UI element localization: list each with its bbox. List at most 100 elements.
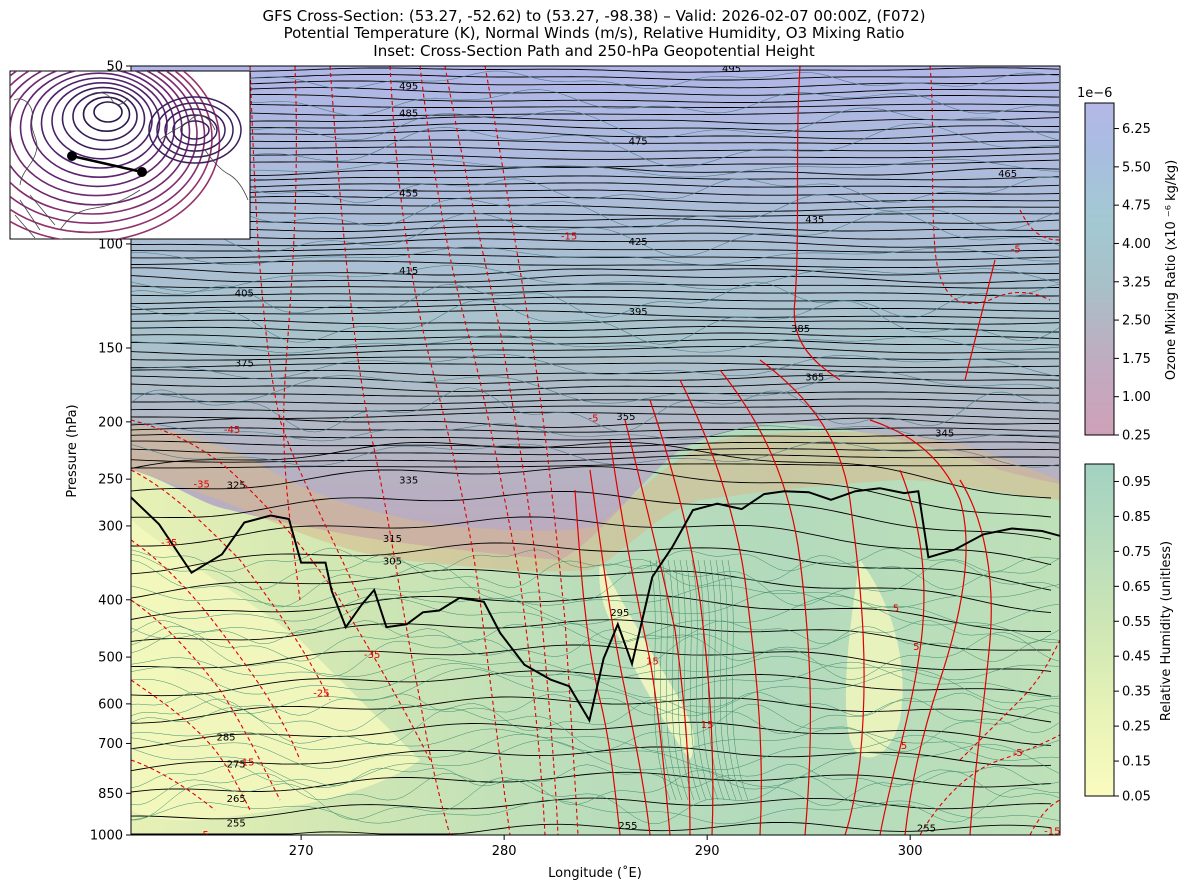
dry-air-left bbox=[131, 520, 420, 821]
rh-contour-line bbox=[131, 727, 1060, 753]
positive-wind-contour bbox=[574, 489, 621, 835]
rh-colorbar-ticks: 0.05 0.15 0.25 0.35 0.45 0.55 0.65 0.75 0.85 0.95 bbox=[1114, 475, 1151, 805]
theta-contour-line bbox=[131, 448, 1060, 456]
rh-contour-line bbox=[131, 590, 1060, 627]
inset-height-contour bbox=[156, 102, 234, 158]
negative-wind-contour bbox=[249, 66, 361, 601]
theta-contour-label: 395 bbox=[629, 307, 648, 318]
dry-air-mid bbox=[599, 560, 695, 760]
wind-contour-label: -35 bbox=[193, 480, 209, 491]
ozone-colorbar-tick-label: 3.25 bbox=[1122, 275, 1151, 290]
theta-contour-line bbox=[131, 821, 1052, 835]
theta-contour-label: 415 bbox=[399, 266, 418, 277]
wind-contour-label: -15 bbox=[561, 232, 577, 243]
inset-height-contour bbox=[180, 120, 210, 140]
theta-contour-line bbox=[131, 427, 1060, 433]
theta-contour-line bbox=[131, 339, 1060, 349]
positive-wind-contour bbox=[793, 66, 841, 381]
theta-contour-label: 475 bbox=[629, 137, 648, 148]
inset-height-contour bbox=[164, 108, 226, 152]
theta-contour-line bbox=[131, 296, 1059, 305]
inset-coastlines bbox=[13, 92, 249, 239]
negative-wind-contour bbox=[444, 66, 559, 835]
rh-contour-line bbox=[131, 625, 1060, 662]
positive-wind-contour bbox=[959, 479, 992, 835]
negative-wind-contour bbox=[919, 734, 1060, 835]
rh-colorbar-tick-label: 0.15 bbox=[1122, 755, 1151, 770]
theta-contour-label: 425 bbox=[629, 237, 648, 248]
theta-contour-line bbox=[131, 405, 1060, 412]
normal-wind-contours bbox=[131, 66, 1060, 835]
rh-contour-line bbox=[667, 559, 689, 801]
rh-contour-line bbox=[131, 619, 1060, 645]
theta-contour-line bbox=[131, 771, 1052, 793]
ozone-contour-line bbox=[131, 106, 1060, 141]
theta-contour-line bbox=[131, 746, 1052, 772]
y-tick-label: 250 bbox=[98, 473, 123, 488]
rh-colorbar-label: Relative Humidity (unitless) bbox=[1159, 541, 1174, 721]
theta-contour-line bbox=[131, 797, 1052, 820]
theta-contour-line bbox=[131, 381, 1060, 392]
theta-contour-label: 345 bbox=[935, 429, 954, 440]
rh-contour-line bbox=[131, 739, 1060, 788]
theta-contour-line bbox=[131, 490, 1052, 540]
negative-wind-contour bbox=[131, 469, 331, 701]
positive-wind-contour bbox=[589, 469, 651, 835]
theta-contour-line bbox=[131, 289, 1060, 297]
theta-contour-line bbox=[131, 247, 1060, 253]
theta-contour-label: 335 bbox=[399, 476, 418, 487]
ozone-colorbar: 1e−6 0.25 1.00 1.75 2.50 3.25 4.00 4.75 5.50 6.2… bbox=[1077, 86, 1179, 444]
positive-wind-contour bbox=[624, 419, 691, 835]
theta-contour-line bbox=[131, 189, 1060, 196]
wind-contour-label: 15 bbox=[646, 657, 659, 668]
theta-contour-line bbox=[131, 153, 1060, 160]
theta-contour-label: 275 bbox=[227, 759, 246, 770]
theta-contour-label: 485 bbox=[399, 108, 418, 119]
wind-contour-label: -45 bbox=[224, 425, 240, 436]
rh-contour-line bbox=[131, 733, 1060, 771]
inset-height-contour bbox=[51, 82, 153, 160]
negative-wind-contour bbox=[131, 679, 251, 811]
theta-contour-line bbox=[131, 73, 1059, 81]
ozone-contour-line bbox=[131, 441, 1060, 468]
theta-contour-line bbox=[131, 454, 1060, 463]
positive-wind-contour bbox=[879, 469, 925, 835]
y-tick-label: 700 bbox=[98, 737, 123, 752]
rh-contours bbox=[131, 547, 1060, 825]
rh-contour-line bbox=[131, 704, 1060, 752]
wind-contour-label: 5 bbox=[893, 603, 899, 614]
y-tick-label: 100 bbox=[98, 237, 123, 252]
inset-height-contour bbox=[10, 71, 183, 197]
theta-contour-line bbox=[131, 253, 1060, 261]
ozone-colorbar-ticks: 0.25 1.00 1.75 2.50 3.25 4.00 4.75 5.50 6.25 bbox=[1114, 122, 1151, 444]
rh-colorbar-tick-label: 0.25 bbox=[1122, 720, 1151, 735]
negative-wind-contour bbox=[484, 66, 579, 835]
x-axis-label: Longitude (˚E) bbox=[548, 865, 642, 881]
theta-contour-line bbox=[131, 310, 1059, 319]
y-tick-label: 150 bbox=[98, 342, 123, 357]
negative-wind-contour bbox=[131, 539, 301, 761]
wind-contour-label: 5 bbox=[901, 741, 907, 752]
ozone-contour-line bbox=[131, 334, 1060, 354]
wind-contour-label: -35 bbox=[161, 538, 177, 549]
theta-contour-line bbox=[131, 225, 1060, 232]
theta-contour-line bbox=[131, 94, 1060, 103]
theta-contour-label: 435 bbox=[805, 215, 824, 226]
theta-contour-line bbox=[131, 110, 1060, 116]
theta-contour-line bbox=[131, 175, 1060, 181]
inset-height-contour bbox=[72, 91, 138, 142]
x-tick-label: 280 bbox=[492, 844, 517, 859]
negative-wind-contour bbox=[1029, 799, 1060, 835]
rh-contour-line bbox=[131, 799, 1060, 825]
rh-colorbar-gradient bbox=[1084, 463, 1115, 797]
positive-wind-contour bbox=[869, 419, 967, 835]
theta-contour-line bbox=[131, 542, 1052, 591]
y-tick-label: 500 bbox=[98, 651, 123, 666]
wind-contour-label: -5 bbox=[1013, 748, 1023, 759]
negative-wind-contour bbox=[929, 66, 1051, 304]
inset-height-contour bbox=[10, 71, 191, 206]
theta-contour-line bbox=[131, 516, 1052, 566]
rh-contour-line bbox=[649, 559, 671, 801]
theta-contour-line bbox=[131, 332, 1060, 341]
rh-colorbar-tick-label: 0.75 bbox=[1122, 545, 1151, 560]
